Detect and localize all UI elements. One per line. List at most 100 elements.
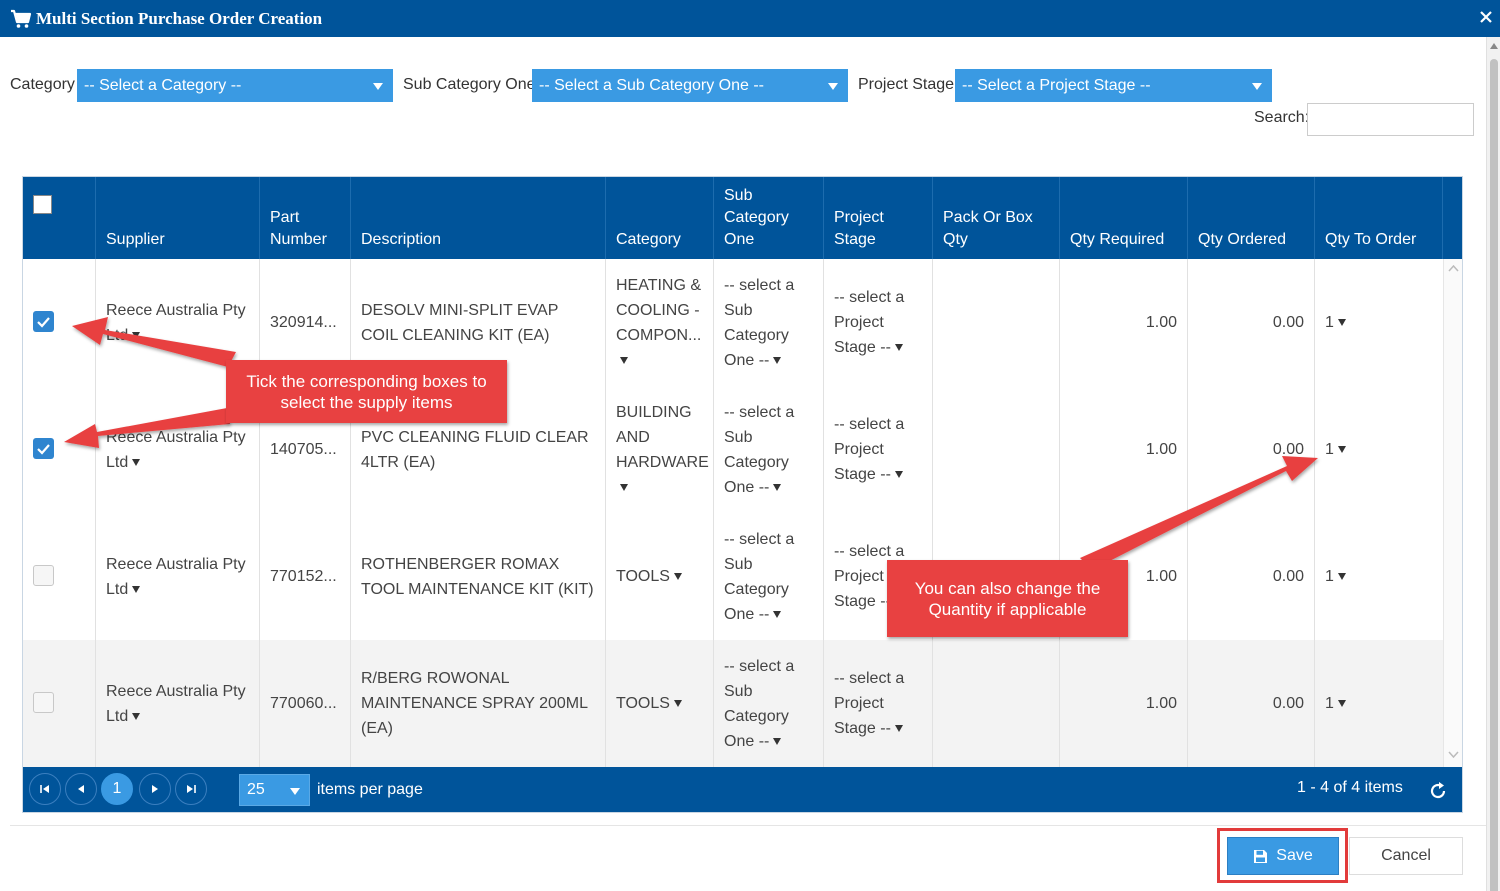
page-size-dropdown[interactable]: 25 — [239, 774, 310, 806]
supplier-cell[interactable]: Reece Australia Pty Ltd — [96, 640, 260, 767]
scroll-up-icon[interactable] — [1490, 43, 1498, 49]
header-qty-ordered[interactable]: Qty Ordered — [1188, 177, 1315, 259]
header-qty-required[interactable]: Qty Required — [1060, 177, 1188, 259]
checkmark-icon — [37, 444, 50, 455]
header-qty-to-order[interactable]: Qty To Order — [1315, 177, 1443, 259]
caret-down-icon[interactable] — [620, 356, 628, 364]
qty-to-order-cell[interactable]: 1 — [1315, 259, 1443, 386]
table-row: Reece Australia Pty Ltd 770152... ROTHEN… — [23, 513, 1443, 640]
first-page-button[interactable] — [29, 773, 61, 805]
sub-category-text: -- select a Sub Category One -- — [724, 657, 795, 750]
caret-down-icon[interactable] — [773, 356, 782, 364]
caret-down-icon[interactable] — [1337, 573, 1346, 581]
scroll-up-icon[interactable] — [1448, 265, 1459, 272]
caret-down-icon[interactable] — [673, 700, 682, 708]
caret-down-icon[interactable] — [132, 331, 141, 339]
first-page-icon — [40, 785, 49, 793]
search-input[interactable] — [1307, 103, 1474, 136]
header-pack-or-box-qty[interactable]: Pack Or Box Qty — [933, 177, 1060, 259]
scrollbar-thumb[interactable] — [1490, 59, 1498, 891]
caret-down-icon[interactable] — [773, 483, 782, 491]
part-number-cell: 770152... — [260, 513, 351, 640]
select-cell — [23, 640, 96, 767]
sub-category-cell[interactable]: -- select a Sub Category One -- — [714, 640, 824, 767]
description-cell: ROTHENBERGER ROMAX TOOL MAINTENANCE KIT … — [351, 513, 606, 640]
qty-ordered-cell: 0.00 — [1188, 259, 1315, 386]
last-page-button[interactable] — [175, 773, 207, 805]
header-part-number[interactable]: Part Number — [260, 177, 351, 259]
part-number-cell: 140705... — [260, 386, 351, 513]
page-size-value: 25 — [247, 781, 265, 798]
row-checkbox[interactable] — [33, 438, 54, 459]
header-supplier[interactable]: Supplier — [96, 177, 260, 259]
select-cell — [23, 386, 96, 513]
close-icon[interactable] — [1478, 9, 1494, 25]
description-cell: PVC CLEANING FLUID CLEAR 4LTR (EA) — [351, 386, 606, 513]
caret-down-icon[interactable] — [773, 610, 782, 618]
checkmark-icon — [37, 317, 50, 328]
row-checkbox[interactable] — [33, 692, 54, 713]
header-description[interactable]: Description — [351, 177, 606, 259]
caret-down-icon[interactable] — [673, 573, 682, 581]
qty-to-order-value: 1 — [1325, 695, 1334, 712]
qty-to-order-cell[interactable]: 1 — [1315, 386, 1443, 513]
subcategory-dropdown[interactable]: -- Select a Sub Category One -- — [532, 69, 848, 102]
row-checkbox[interactable] — [33, 565, 54, 586]
select-all-checkbox[interactable] — [33, 195, 52, 214]
chevron-down-icon — [290, 788, 300, 795]
sub-category-cell[interactable]: -- select a Sub Category One -- — [714, 513, 824, 640]
qty-to-order-cell[interactable]: 1 — [1315, 640, 1443, 767]
project-stage-cell[interactable]: -- select a Project Stage -- — [824, 386, 933, 513]
supplier-cell[interactable]: Reece Australia Pty Ltd — [96, 513, 260, 640]
stage-dropdown[interactable]: -- Select a Project Stage -- — [955, 69, 1272, 102]
header-category[interactable]: Category — [606, 177, 714, 259]
pack-or-box-qty-cell — [933, 259, 1060, 386]
caret-down-icon[interactable] — [1337, 700, 1346, 708]
sub-category-text: -- select a Sub Category One -- — [724, 403, 795, 496]
caret-down-icon[interactable] — [132, 585, 141, 593]
next-page-button[interactable] — [139, 773, 171, 805]
category-cell[interactable]: TOOLS — [606, 640, 714, 767]
supplier-text: Reece Australia Pty Ltd — [106, 555, 246, 598]
save-button[interactable]: Save — [1227, 837, 1339, 875]
caret-down-icon[interactable] — [894, 725, 903, 733]
sub-category-text: -- select a Sub Category One -- — [724, 530, 795, 623]
row-checkbox[interactable] — [33, 311, 54, 332]
caret-down-icon[interactable] — [620, 483, 628, 491]
category-cell[interactable]: BUILDING AND HARDWARE — [606, 386, 714, 513]
cancel-button[interactable]: Cancel — [1349, 837, 1463, 875]
stage-filter-label: Project Stage — [858, 76, 955, 93]
header-select-cell — [23, 177, 96, 259]
caret-down-icon[interactable] — [132, 458, 141, 466]
scroll-down-icon[interactable] — [1448, 751, 1459, 758]
category-dropdown[interactable]: -- Select a Category -- — [77, 69, 393, 102]
window-scrollbar[interactable] — [1486, 37, 1500, 891]
grid-pager: 1 25 items per page 1 - 4 of 4 items — [23, 767, 1462, 812]
refresh-icon[interactable] — [1427, 780, 1449, 802]
caret-down-icon[interactable] — [1337, 446, 1346, 454]
page-1-button[interactable]: 1 — [101, 773, 133, 805]
caret-down-icon[interactable] — [1337, 319, 1346, 327]
project-stage-cell[interactable]: -- select a Project Stage -- — [824, 259, 933, 386]
category-cell[interactable]: TOOLS — [606, 513, 714, 640]
description-cell: R/BERG ROWONAL MAINTENANCE SPRAY 200ML (… — [351, 640, 606, 767]
header-sub-category-one[interactable]: Sub Category One — [714, 177, 824, 259]
caret-down-icon[interactable] — [894, 344, 903, 352]
pack-or-box-qty-cell — [933, 386, 1060, 513]
project-stage-cell[interactable]: -- select a Project Stage -- — [824, 640, 933, 767]
caret-down-icon[interactable] — [773, 737, 782, 745]
shopping-cart-icon — [11, 9, 32, 28]
sub-category-cell[interactable]: -- select a Sub Category One -- — [714, 386, 824, 513]
previous-page-button[interactable] — [65, 773, 97, 805]
subcategory-filter-label: Sub Category One — [403, 76, 536, 93]
caret-down-icon[interactable] — [894, 471, 903, 479]
grid-scrollbar[interactable] — [1443, 259, 1462, 767]
header-project-stage[interactable]: Project Stage — [824, 177, 933, 259]
qty-to-order-cell[interactable]: 1 — [1315, 513, 1443, 640]
category-text: TOOLS — [616, 568, 670, 585]
category-cell[interactable]: HEATING & COOLING -COMPON... — [606, 259, 714, 386]
chevron-down-icon — [1252, 83, 1262, 90]
caret-down-icon[interactable] — [132, 712, 141, 720]
qty-required-cell: 1.00 — [1060, 259, 1188, 386]
sub-category-cell[interactable]: -- select a Sub Category One -- — [714, 259, 824, 386]
